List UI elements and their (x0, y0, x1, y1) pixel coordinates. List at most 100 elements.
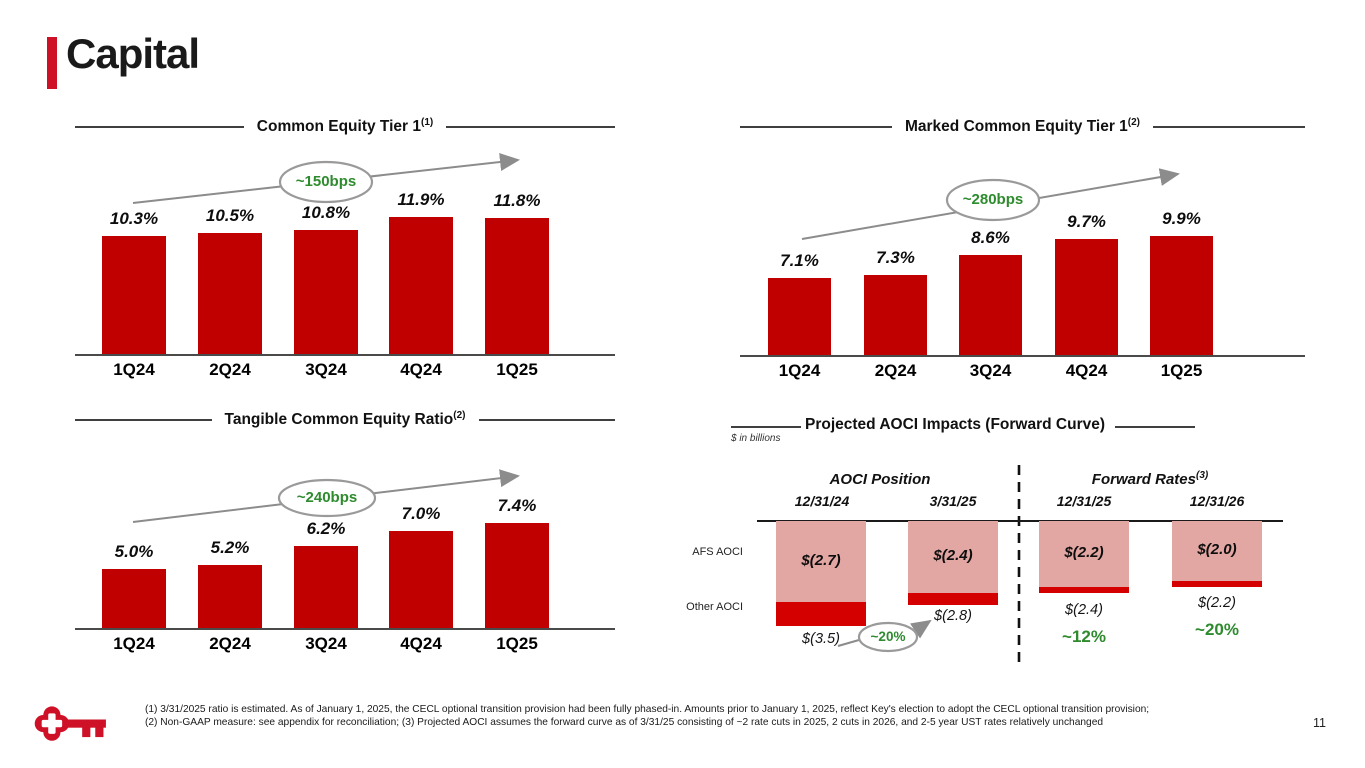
x-axis-line (757, 520, 1283, 522)
value-label: 10.3% (109, 209, 159, 228)
value-label: 9.9% (1162, 209, 1201, 228)
other-aoci-bar (1172, 581, 1262, 587)
units-note: $ in billions (731, 433, 781, 444)
chart-title-row: Marked Common Equity Tier 1(2) (740, 116, 1305, 138)
title-line (1153, 126, 1305, 128)
page-title: Capital (66, 30, 200, 77)
title-accent-bar (47, 37, 57, 89)
bar (198, 565, 262, 628)
title-line (1115, 426, 1195, 428)
plot-area: ~280bps 7.1% 1Q24 7.3% 2Q24 8.6% 3Q24 9.7% 4Q24… (740, 138, 1305, 380)
other-aoci-bar (776, 602, 866, 626)
chart-projected-aoci-impacts: $ in billions Projected AOCI Impacts (Fo… (686, 409, 1360, 694)
value-label: 9.7% (1067, 212, 1106, 231)
title-line (446, 126, 616, 128)
category-label: 3Q24 (305, 634, 347, 653)
column-group-text: AOCI Position (829, 471, 931, 488)
category-label: 1Q24 (113, 634, 155, 653)
chart-title: Common Equity Tier 1(1) (257, 117, 433, 136)
title-line (75, 419, 212, 421)
category-label: 3Q24 (305, 360, 347, 379)
date-label: 12/31/26 (1189, 493, 1245, 509)
category-label: 4Q24 (400, 634, 442, 653)
page-number: 11 (1313, 716, 1326, 730)
afs-aoci-bar (1039, 521, 1129, 587)
bar (198, 233, 262, 354)
bar (294, 230, 358, 354)
bar (389, 217, 453, 354)
chart-title-text: Marked Common Equity Tier 1 (904, 118, 1128, 136)
chart-tangible-common-equity-ratio: Tangible Common Equity Ratio(2) ~240bps … (75, 409, 616, 653)
change-annotation-aoci: ~20% (870, 629, 906, 644)
afs-value-label: $(2.4) (933, 547, 973, 564)
chart-title-superscript: (2) (1127, 117, 1141, 129)
aoci-overlay (837, 465, 1021, 667)
total-value-label: $(3.5) (802, 631, 840, 647)
chart-title: Projected AOCI Impacts (Forward Curve) (804, 416, 1106, 433)
date-label: 3/31/25 (929, 493, 977, 509)
category-label: 1Q25 (496, 360, 538, 379)
column-group-superscript: (3) (1195, 470, 1209, 481)
other-aoci-bar (1039, 587, 1129, 593)
value-label: 10.8% (301, 203, 351, 222)
chart-title-text: Tangible Common Equity Ratio (224, 411, 454, 429)
bar (485, 523, 549, 628)
key-logo-icon (34, 706, 106, 741)
trend-arrow-icon (132, 153, 520, 204)
bar (294, 546, 358, 628)
bar (102, 236, 166, 354)
annotation-label: ~150bps (295, 173, 357, 190)
trend-arrow-icon (132, 469, 520, 523)
category-label: 1Q24 (113, 360, 155, 379)
chart-title: Marked Common Equity Tier 1(2) (905, 117, 1140, 136)
afs-aoci-bar (908, 521, 998, 593)
bar (1150, 236, 1213, 355)
bar (102, 569, 166, 628)
value-label: 10.5% (205, 206, 255, 225)
trend-arrow-icon (801, 168, 1180, 240)
date-label: 12/31/24 (794, 493, 850, 509)
afs-value-label: $(2.0) (1197, 541, 1237, 558)
chart-common-equity-tier-1: Common Equity Tier 1(1) ~150bps 10.3% 1Q2… (75, 116, 616, 379)
value-label: 7.3% (876, 248, 915, 267)
category-label: 2Q24 (209, 634, 251, 653)
value-label: 8.6% (971, 228, 1010, 247)
footnote-line-2: (2) Non-GAAP measure: see appendix for r… (145, 717, 1104, 729)
bar (1055, 239, 1118, 355)
category-label: 1Q24 (778, 361, 821, 380)
value-label: 11.9% (397, 190, 445, 209)
category-label: 3Q24 (969, 361, 1012, 380)
value-label: 6.2% (306, 519, 346, 538)
category-label: 4Q24 (1065, 361, 1108, 380)
column-group-label-forward-rates: Forward Rates(3) (1050, 470, 1250, 488)
column-group-label-aoci-position: AOCI Position (780, 470, 980, 488)
row-label-afs-aoci: AFS AOCI (692, 546, 743, 558)
value-label: 5.2% (210, 538, 250, 557)
row-label-other-aoci: Other AOCI (686, 601, 743, 613)
plot-area: ~150bps 10.3% 1Q24 10.5% 2Q24 10.8% 3Q24 11.9%… (75, 138, 615, 379)
bar (389, 531, 453, 628)
change-annotation-12-31-25: ~12% (1062, 627, 1106, 646)
chart-title: Tangible Common Equity Ratio(2) (225, 410, 466, 429)
bar (959, 255, 1022, 355)
chart-title-superscript: (2) (453, 410, 466, 422)
chart-title-row: Tangible Common Equity Ratio(2) (75, 409, 616, 431)
chart-title-superscript: (1) (421, 117, 434, 129)
title-line (75, 126, 244, 128)
value-label: 7.1% (780, 251, 819, 270)
value-label: 7.0% (401, 504, 441, 523)
afs-aoci-bar (776, 521, 866, 602)
column-group-text: Forward Rates (1091, 471, 1196, 488)
chart-marked-common-equity-tier-1: Marked Common Equity Tier 1(2) ~280bps 7… (740, 116, 1305, 380)
value-label: 7.4% (497, 496, 537, 515)
title-line (478, 419, 616, 421)
total-value-label: $(2.8) (934, 608, 972, 624)
footnote-line-1: (1) 3/31/2025 ratio is estimated. As of … (145, 704, 1150, 715)
footnotes: (1) 3/31/2025 ratio is estimated. As of … (145, 703, 1320, 730)
annotation-label: ~240bps (296, 489, 358, 506)
total-value-label: $(2.4) (1065, 602, 1103, 618)
plot-area: ~240bps 5.0% 1Q24 5.2% 2Q24 6.2% 3Q24 7.0% 4Q24… (75, 431, 615, 653)
bar (768, 278, 831, 355)
chart-title-text: Common Equity Tier 1 (256, 118, 421, 136)
